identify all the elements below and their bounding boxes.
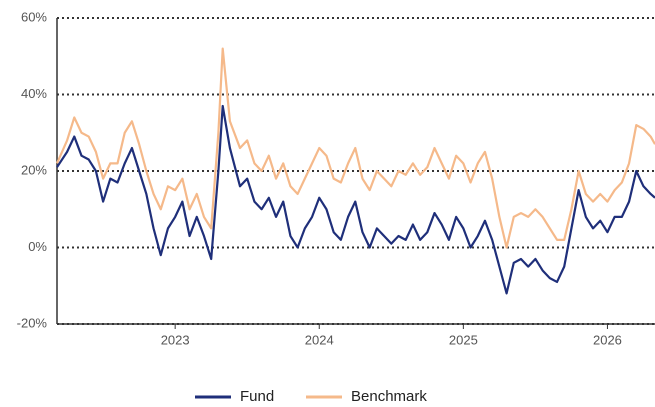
series-line	[55, 47, 655, 249]
x-tick-label: 2025	[449, 332, 478, 347]
legend-label: Benchmark	[351, 388, 427, 405]
y-tick-label: 60%	[21, 9, 47, 24]
series-line	[56, 104, 655, 295]
x-tick-label: 2024	[305, 332, 334, 347]
y-tick-label: 0%	[28, 239, 47, 254]
legend-label: Fund	[240, 388, 274, 405]
y-tick-label: -20%	[17, 315, 48, 330]
y-tick-label: 40%	[21, 86, 47, 101]
y-tick-label: 20%	[21, 162, 47, 177]
x-tick-label: 2023	[161, 332, 190, 347]
x-tick-label: 2026	[593, 332, 622, 347]
